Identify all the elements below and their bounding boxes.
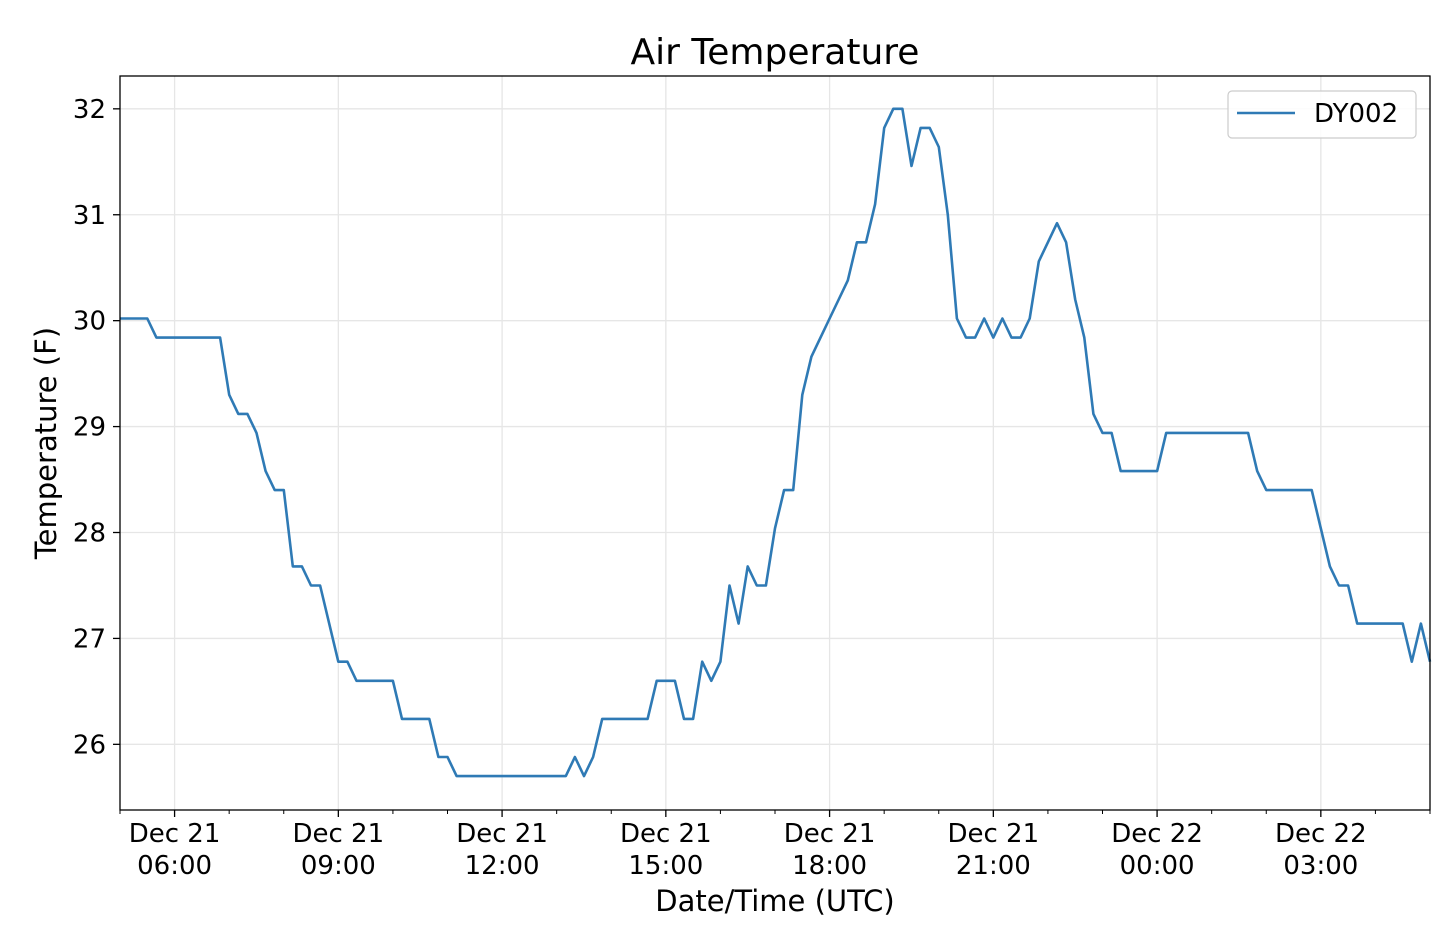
x-tick-label-date: Dec 21: [784, 819, 876, 849]
x-tick-label-date: Dec 22: [1275, 819, 1367, 849]
series-line-dy002: [120, 107, 1432, 778]
x-tick-label-time: 06:00: [137, 851, 212, 881]
y-tick-label: 28: [73, 518, 106, 548]
y-tick-label: 27: [73, 624, 106, 654]
x-axis-label: Date/Time (UTC): [655, 884, 894, 918]
y-tick-label: 29: [73, 413, 106, 443]
x-tick-label-time: 18:00: [792, 851, 867, 881]
x-tick-label-time: 12:00: [465, 851, 540, 881]
plot-frame: [119, 75, 1431, 811]
x-tick-label-time: 21:00: [956, 851, 1031, 881]
x-tick-label-time: 00:00: [1120, 851, 1195, 881]
grid: [120, 76, 1430, 810]
x-tick-label-time: 09:00: [301, 851, 376, 881]
legend: DY002: [1227, 90, 1417, 139]
y-tick-label: 26: [73, 730, 106, 760]
series-layer: [120, 107, 1432, 778]
x-tick-label-time: 03:00: [1283, 851, 1358, 881]
x-tick-label-date: Dec 21: [292, 819, 384, 849]
y-tick-label: 31: [73, 201, 106, 231]
x-tick-label-date: Dec 21: [947, 819, 1039, 849]
x-tick-label-date: Dec 22: [1111, 819, 1203, 849]
y-tick-label: 30: [73, 307, 106, 337]
chart-title: Air Temperature: [631, 32, 920, 73]
y-axis-label: Temperature (F): [29, 327, 63, 560]
legend-box: [1227, 90, 1417, 139]
x-tick-label-date: Dec 21: [620, 819, 712, 849]
x-tick-label-date: Dec 21: [456, 819, 548, 849]
x-tick-label-date: Dec 21: [129, 819, 221, 849]
x-tick-label-time: 15:00: [628, 851, 703, 881]
y-tick-label: 32: [73, 95, 106, 125]
legend-label-dy002: DY002: [1314, 99, 1398, 129]
